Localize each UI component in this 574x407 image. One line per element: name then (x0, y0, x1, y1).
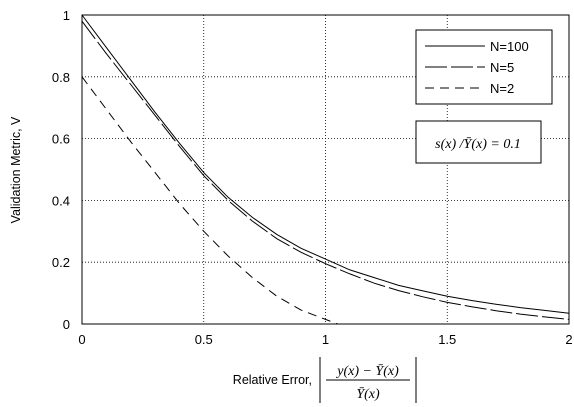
x-tick-label: 1 (322, 332, 329, 347)
series-line-n-100 (81, 14, 570, 314)
annotation-box (415, 120, 542, 164)
x-label-numerator: y(x) − Ȳ(x) (335, 363, 399, 379)
legend-label: N=2 (490, 81, 514, 96)
legend-items: N=100 N=5 N=2 (425, 39, 529, 96)
plot-frame (81, 14, 570, 325)
x-axis-label-group: Relative Error, y(x) − Ȳ(x) Ȳ(x) (233, 357, 417, 403)
x-axis-label: Relative Error, (233, 373, 312, 387)
legend-label: N=100 (490, 39, 529, 54)
series-group (81, 14, 570, 325)
y-tick-label: 0.4 (52, 193, 70, 208)
y-tick-label: 0 (63, 317, 70, 332)
annotation-text: s(x) /Ȳ(x) = 0.1 (435, 136, 521, 152)
y-tick-label: 0.6 (52, 132, 70, 147)
y-axis-label: Validation Metric, V (9, 116, 23, 223)
x-tick-labels: 0 0.5 1 1.5 2 (78, 332, 572, 347)
x-tick-label: 2 (565, 332, 572, 347)
y-tick-labels: 0 0.2 0.4 0.6 0.8 1 (52, 8, 70, 332)
y-tick-label: 1 (63, 8, 70, 23)
y-tick-label: 0.8 (52, 70, 70, 85)
y-tick-label: 0.2 (52, 255, 70, 270)
series-line-n-2 (81, 76, 338, 325)
x-tick-label: 1.5 (438, 332, 456, 347)
annotation-group: s(x) /Ȳ(x) = 0.1 (415, 120, 542, 164)
legend: N=100 N=5 N=2 (415, 29, 553, 105)
x-label-denominator: Ȳ(x) (356, 386, 380, 402)
series-line-n-5 (81, 20, 570, 320)
legend-label: N=5 (490, 60, 514, 75)
x-tick-label: 0.5 (195, 332, 213, 347)
x-tick-label: 0 (78, 332, 85, 347)
